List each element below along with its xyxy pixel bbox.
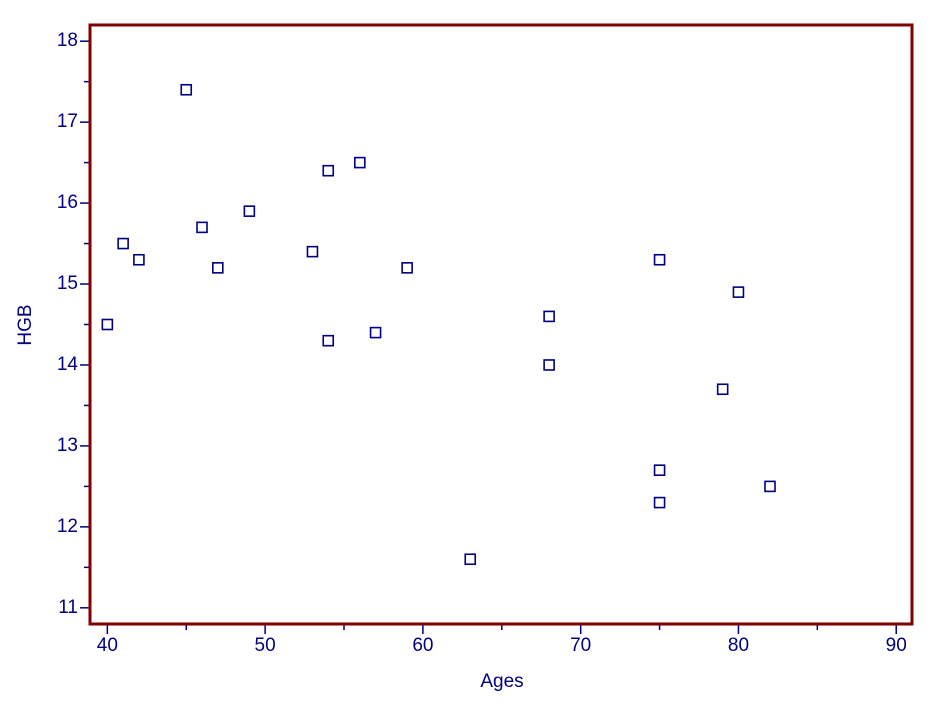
point xyxy=(101,318,114,331)
y-tick-label: 16 xyxy=(57,192,78,213)
point xyxy=(401,262,413,274)
y-tick-label: 17 xyxy=(57,111,78,132)
point xyxy=(243,205,256,217)
y-tick-label: 12 xyxy=(57,516,78,537)
x-tick-label: 50 xyxy=(255,635,276,656)
point xyxy=(653,496,666,509)
y-tick-label: 13 xyxy=(57,435,78,456)
y-axis-label: HGB xyxy=(15,304,36,345)
x-tick-label: 60 xyxy=(412,635,433,656)
point xyxy=(653,464,666,477)
y-tick-label: 11 xyxy=(58,597,78,618)
point xyxy=(464,553,477,566)
point xyxy=(117,237,129,250)
point xyxy=(306,245,319,258)
point xyxy=(133,253,145,266)
x-tick-label: 70 xyxy=(570,635,591,656)
point xyxy=(322,334,335,347)
plot-frame xyxy=(88,23,914,626)
point xyxy=(764,480,776,493)
x-tick-label: 90 xyxy=(886,635,907,656)
x-tick-label: 40 xyxy=(97,635,118,656)
point xyxy=(353,156,366,169)
y-tick-label: 15 xyxy=(57,273,78,294)
point xyxy=(732,286,745,298)
y-tick-label: 14 xyxy=(57,354,79,375)
point xyxy=(543,310,555,323)
point xyxy=(322,164,335,177)
point xyxy=(653,253,666,266)
point xyxy=(543,359,555,371)
point xyxy=(196,221,208,234)
x-axis-label: Ages xyxy=(480,671,523,692)
point xyxy=(211,262,224,274)
point xyxy=(716,383,729,396)
x-tick-label: 80 xyxy=(728,635,749,656)
point xyxy=(369,326,382,339)
point xyxy=(180,83,193,96)
y-tick-label: 18 xyxy=(57,30,78,51)
